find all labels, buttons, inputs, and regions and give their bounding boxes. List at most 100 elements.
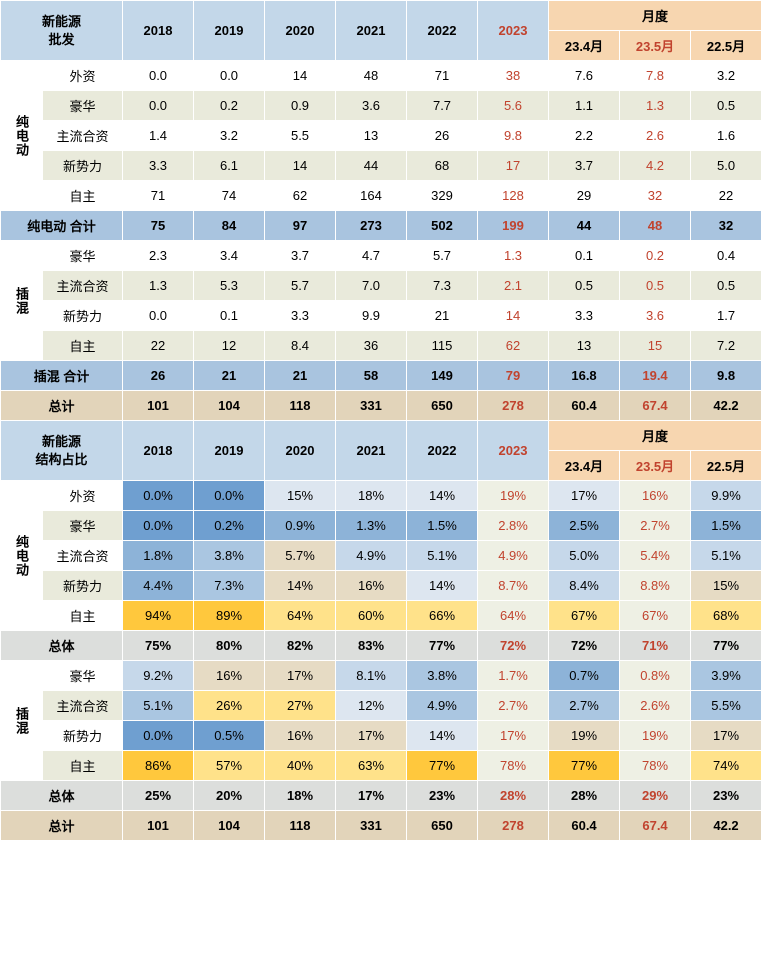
t2-纯电动-3-c1: 7.3% bbox=[194, 571, 265, 601]
t1-纯电动-2-c0: 1.4 bbox=[123, 121, 194, 151]
t1-插混-2-c8: 1.7 bbox=[691, 301, 761, 331]
t2-纯电动-1-c5: 2.8% bbox=[478, 511, 549, 541]
t2-纯电动-4-c0: 94% bbox=[123, 601, 194, 631]
t1-title: 新能源批发 bbox=[1, 1, 123, 61]
t1-插混-0-c1: 3.4 bbox=[194, 241, 265, 271]
t2-插混-row-1: 主流合资5.1%26%27%12%4.9%2.7%2.7%2.6%5.5% bbox=[1, 691, 761, 721]
t2-纯电动-2-c0: 1.8% bbox=[123, 541, 194, 571]
t2-纯电动-0-c7: 16% bbox=[620, 481, 691, 511]
t1-插混-0-c7: 0.2 bbox=[620, 241, 691, 271]
t1-插混-3-c0: 22 bbox=[123, 331, 194, 361]
t2-subtotal-0-c3: 83% bbox=[336, 631, 407, 661]
t2-插混-2-c1: 0.5% bbox=[194, 721, 265, 751]
t1-total-label: 总计 bbox=[1, 391, 123, 421]
t2-纯电动-4-c2: 64% bbox=[265, 601, 336, 631]
t1-纯电动-3-c7: 4.2 bbox=[620, 151, 691, 181]
t1-纯电动-4-c7: 32 bbox=[620, 181, 691, 211]
t1-插混-3-c2: 8.4 bbox=[265, 331, 336, 361]
t1-纯电动-0-c4: 71 bbox=[407, 61, 478, 91]
t2-subtotal-1-c2: 18% bbox=[265, 781, 336, 811]
nev-data-table: 新能源批发201820192020202120222023月度23.4月23.5… bbox=[0, 0, 761, 841]
t1-插混-0-c4: 5.7 bbox=[407, 241, 478, 271]
t1-插混-1-c4: 7.3 bbox=[407, 271, 478, 301]
t1-subtotal-label-0: 纯电动 合计 bbox=[1, 211, 123, 241]
t1-插混-3-c1: 12 bbox=[194, 331, 265, 361]
t2-插混-1-c4: 4.9% bbox=[407, 691, 478, 721]
t1-插混-2-c1: 0.1 bbox=[194, 301, 265, 331]
t1-纯电动-2-c4: 26 bbox=[407, 121, 478, 151]
t1-纯电动-0-c5: 38 bbox=[478, 61, 549, 91]
t1-纯电动-2-c2: 5.5 bbox=[265, 121, 336, 151]
t1-纯电动-3-c2: 14 bbox=[265, 151, 336, 181]
t1-subtotal-0-c2: 97 bbox=[265, 211, 336, 241]
t1-插混-1-c6: 0.5 bbox=[549, 271, 620, 301]
t1-subtotal-0-c6: 44 bbox=[549, 211, 620, 241]
t1-纯电动-0-c8: 3.2 bbox=[691, 61, 761, 91]
t2-插混-0-c2: 17% bbox=[265, 661, 336, 691]
t2-纯电动-row-2: 主流合资1.8%3.8%5.7%4.9%5.1%4.9%5.0%5.4%5.1% bbox=[1, 541, 761, 571]
t2-纯电动-label-0: 外资 bbox=[43, 481, 123, 511]
t2-subtotal-0-c2: 82% bbox=[265, 631, 336, 661]
t1-year-2023: 2023 bbox=[478, 1, 549, 61]
t2-纯电动-1-c1: 0.2% bbox=[194, 511, 265, 541]
t1-插混-row-1: 主流合资1.35.35.77.07.32.10.50.50.5 bbox=[1, 271, 761, 301]
t2-插混-3-c7: 78% bbox=[620, 751, 691, 781]
t2-插混-0-c6: 0.7% bbox=[549, 661, 620, 691]
t1-插混-label-1: 主流合资 bbox=[43, 271, 123, 301]
t2-插混-2-c5: 17% bbox=[478, 721, 549, 751]
t2-插混-3-c4: 77% bbox=[407, 751, 478, 781]
t2-插混-2-c2: 16% bbox=[265, 721, 336, 751]
t2-total-c4: 650 bbox=[407, 811, 478, 841]
t2-year-2023: 2023 bbox=[478, 421, 549, 481]
t1-subtotal-0-c0: 75 bbox=[123, 211, 194, 241]
t1-纯电动-2-c5: 9.8 bbox=[478, 121, 549, 151]
t1-monthly-label: 月度 bbox=[549, 1, 761, 31]
t2-total-c8: 42.2 bbox=[691, 811, 761, 841]
t1-纯电动-0-c1: 0.0 bbox=[194, 61, 265, 91]
t1-纯电动-3-c1: 6.1 bbox=[194, 151, 265, 181]
t2-subtotal-1-c6: 28% bbox=[549, 781, 620, 811]
t1-month-2: 22.5月 bbox=[691, 31, 761, 61]
t2-插混-3-c3: 63% bbox=[336, 751, 407, 781]
t2-total-c6: 60.4 bbox=[549, 811, 620, 841]
t1-纯电动-label-4: 自主 bbox=[43, 181, 123, 211]
t1-subtotal-1-c3: 58 bbox=[336, 361, 407, 391]
t1-纯电动-0-c3: 48 bbox=[336, 61, 407, 91]
t1-纯电动-4-c2: 62 bbox=[265, 181, 336, 211]
t2-纯电动-label-3: 新势力 bbox=[43, 571, 123, 601]
t2-纯电动-0-c3: 18% bbox=[336, 481, 407, 511]
t1-插混-0-c2: 3.7 bbox=[265, 241, 336, 271]
t2-纯电动-4-c1: 89% bbox=[194, 601, 265, 631]
t2-纯电动-row-0: 纯电动外资0.0%0.0%15%18%14%19%17%16%9.9% bbox=[1, 481, 761, 511]
t2-total-c7: 67.4 bbox=[620, 811, 691, 841]
t1-total-c2: 118 bbox=[265, 391, 336, 421]
t2-纯电动-0-c1: 0.0% bbox=[194, 481, 265, 511]
t1-插混-2-c3: 9.9 bbox=[336, 301, 407, 331]
t2-纯电动-row-3: 新势力4.4%7.3%14%16%14%8.7%8.4%8.8%15% bbox=[1, 571, 761, 601]
t2-纯电动-2-c2: 5.7% bbox=[265, 541, 336, 571]
t2-subtotal-0-c4: 77% bbox=[407, 631, 478, 661]
t2-插混-label-0: 豪华 bbox=[43, 661, 123, 691]
t2-纯电动-0-c8: 9.9% bbox=[691, 481, 761, 511]
t2-subtotal-1-c3: 17% bbox=[336, 781, 407, 811]
t1-纯电动-4-c0: 71 bbox=[123, 181, 194, 211]
t1-插混-3-c5: 62 bbox=[478, 331, 549, 361]
t1-插混-1-c3: 7.0 bbox=[336, 271, 407, 301]
t2-纯电动-1-c3: 1.3% bbox=[336, 511, 407, 541]
t1-插混-row-0: 插混豪华2.33.43.74.75.71.30.10.20.4 bbox=[1, 241, 761, 271]
t2-纯电动-1-c6: 2.5% bbox=[549, 511, 620, 541]
t2-纯电动-1-c2: 0.9% bbox=[265, 511, 336, 541]
t2-subtotal-0-c5: 72% bbox=[478, 631, 549, 661]
t2-插混-2-c4: 14% bbox=[407, 721, 478, 751]
t2-subtotal-0-c1: 80% bbox=[194, 631, 265, 661]
t1-纯电动-2-c1: 3.2 bbox=[194, 121, 265, 151]
t2-subtotal-0-c7: 71% bbox=[620, 631, 691, 661]
t1-subtotal-1-c2: 21 bbox=[265, 361, 336, 391]
t1-纯电动-4-c3: 164 bbox=[336, 181, 407, 211]
t1-插混-1-c1: 5.3 bbox=[194, 271, 265, 301]
t2-插混-label-2: 新势力 bbox=[43, 721, 123, 751]
t1-插混-row-2: 新势力0.00.13.39.921143.33.61.7 bbox=[1, 301, 761, 331]
t1-纯电动-1-c6: 1.1 bbox=[549, 91, 620, 121]
t1-纯电动-1-c2: 0.9 bbox=[265, 91, 336, 121]
t2-subtotal-0-c6: 72% bbox=[549, 631, 620, 661]
